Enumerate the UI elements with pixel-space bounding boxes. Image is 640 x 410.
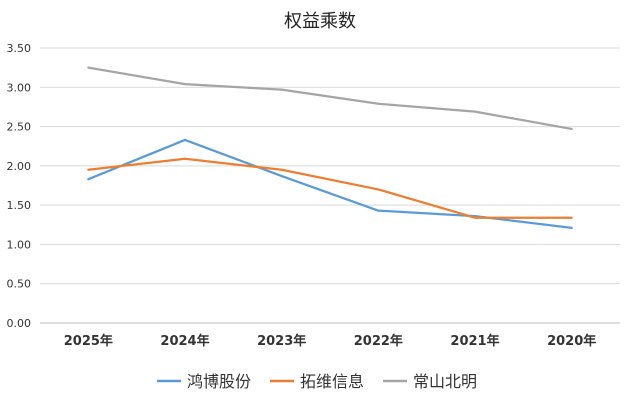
y-tick-label: 2.50 bbox=[7, 121, 32, 134]
legend: 鸿博股份 拓维信息 常山北明 bbox=[157, 372, 477, 391]
x-axis-ticks: 2025年 2024年 2023年 2022年 2021年 2020年 bbox=[64, 333, 597, 349]
series-line bbox=[87, 157, 573, 219]
series-line bbox=[87, 138, 573, 230]
legend-label: 常山北明 bbox=[413, 372, 477, 391]
y-axis-ticks: 0.00 0.50 1.00 1.50 2.00 2.50 3.00 3.50 bbox=[7, 42, 32, 330]
series-line bbox=[87, 66, 573, 131]
x-tick-label: 2023年 bbox=[257, 333, 306, 349]
y-tick-label: 2.00 bbox=[7, 160, 32, 173]
y-tick-label: 1.50 bbox=[7, 199, 32, 212]
x-tick-label: 2024年 bbox=[160, 333, 209, 349]
legend-label: 拓维信息 bbox=[300, 372, 364, 391]
y-tick-label: 3.50 bbox=[7, 42, 32, 55]
y-tick-label: 0.50 bbox=[7, 278, 32, 291]
series-lines bbox=[87, 66, 573, 230]
x-tick-label: 2021年 bbox=[450, 333, 499, 349]
y-tick-label: 0.00 bbox=[7, 317, 32, 330]
x-tick-label: 2025年 bbox=[64, 333, 113, 349]
x-tick-label: 2022年 bbox=[354, 333, 403, 349]
y-tick-label: 3.00 bbox=[7, 81, 32, 94]
y-tick-label: 1.00 bbox=[7, 238, 32, 251]
chart-title: 权益乘数 bbox=[284, 11, 356, 32]
gridlines bbox=[40, 47, 620, 324]
legend-label: 鸿博股份 bbox=[187, 372, 251, 391]
x-tick-label: 2020年 bbox=[547, 333, 596, 349]
